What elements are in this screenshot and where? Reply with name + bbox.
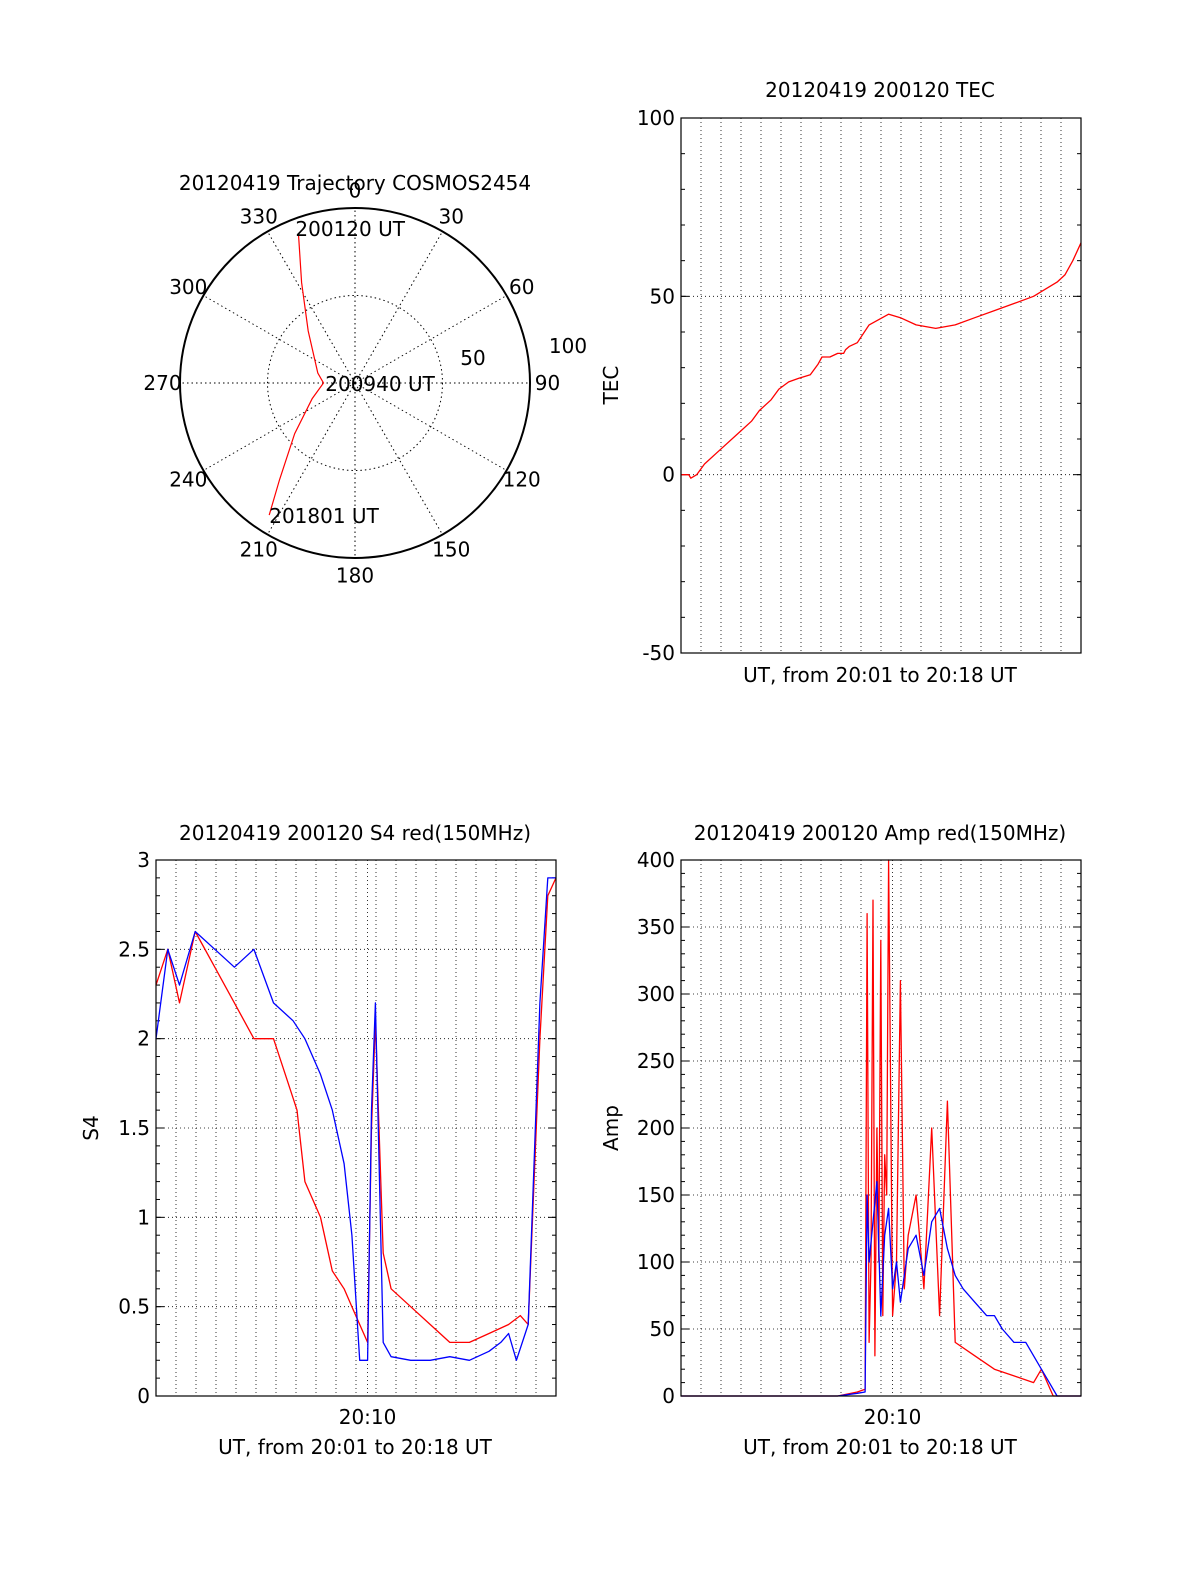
amp-ytick-label: 250 [637,1049,675,1073]
tec-title: 20120419 200120 TEC [765,78,995,102]
s4-series-0 [155,877,557,1344]
tec-plot: 20120419 200120 TEC UT, from 20:01 to 20… [599,78,1082,687]
s4-ytick-label: 2.5 [118,937,150,961]
tec-ytick-label: 50 [650,284,675,308]
azimuth-label-0: 0 [349,179,362,203]
tec-ylabel: TEC [599,366,623,406]
trajectory-annotation-0: 200120 UT [295,217,405,241]
s4-ytick-label: 1.5 [118,1116,150,1140]
trajectory-annotation-2: 201801 UT [269,504,379,528]
tec-series-0 [681,242,1082,479]
amp-ytick-label: 300 [637,982,675,1006]
amp-plot: 20120419 200120 Amp red(150MHz) UT, from… [599,821,1082,1459]
azimuth-label-330: 330 [240,204,278,228]
amp-ytick-label: 350 [637,915,675,939]
trajectory-series-0 [268,235,325,516]
trajectory-annotation-1: 200940 UT [325,372,435,396]
polar-boundary [179,207,531,559]
amp-title: 20120419 200120 Amp red(150MHz) [694,821,1066,845]
s4-xtick-label: 20:10 [339,1405,397,1429]
radial-label-100: 100 [549,334,587,358]
amp-ytick-label: 50 [650,1317,675,1341]
tec-ytick-label: -50 [642,641,675,665]
azimuth-label-300: 300 [169,275,207,299]
amp-frame [680,859,1082,1397]
s4-ytick-label: 2 [137,1027,150,1051]
s4-plot: 20120419 200120 S4 red(150MHz) UT, from … [79,821,557,1459]
amp-ytick-label: 0 [662,1384,675,1408]
polar-spoke [203,382,356,471]
azimuth-label-210: 210 [240,538,278,562]
s4-ytick-label: 0.5 [118,1295,150,1319]
amp-xtick-label: 20:10 [864,1405,922,1429]
amp-ytick-label: 200 [637,1116,675,1140]
s4-ytick-label: 0 [137,1384,150,1408]
tec-frame [680,117,1082,654]
azimuth-label-180: 180 [336,564,374,588]
tec-ytick-label: 100 [637,106,675,130]
azimuth-label-120: 120 [503,467,541,491]
amp-ylabel: Amp [599,1105,623,1151]
trajectory-title: 20120419 Trajectory COSMOS2454 [179,171,531,195]
azimuth-label-240: 240 [169,467,207,491]
amp-xlabel: UT, from 20:01 to 20:18 UT [743,1435,1018,1459]
s4-xlabel: UT, from 20:01 to 20:18 UT [218,1435,493,1459]
s4-title: 20120419 200120 S4 red(150MHz) [179,821,531,845]
tec-xlabel: UT, from 20:01 to 20:18 UT [743,663,1018,687]
s4-ylabel: S4 [79,1115,103,1140]
polar-ring-50 [267,295,443,471]
azimuth-label-150: 150 [432,538,470,562]
amp-ytick-label: 400 [637,848,675,872]
s4-ytick-label: 1 [137,1205,150,1229]
azimuth-label-30: 30 [439,204,464,228]
amp-ytick-label: 150 [637,1183,675,1207]
tec-ytick-label: 0 [662,463,675,487]
azimuth-label-270: 270 [143,371,181,395]
s4-series-1 [155,877,556,1361]
amp-series-1 [681,1180,1081,1397]
azimuth-label-60: 60 [509,275,534,299]
s4-ytick-label: 3 [137,848,150,872]
trajectory-polar-plot: 20120419 Trajectory COSMOS2454 0 30 60 90 12… [143,171,587,588]
s4-frame [155,859,557,1397]
amp-ytick-label: 100 [637,1250,675,1274]
radial-label-50: 50 [460,346,485,370]
polar-spoke [354,231,443,384]
azimuth-label-90: 90 [535,371,560,395]
